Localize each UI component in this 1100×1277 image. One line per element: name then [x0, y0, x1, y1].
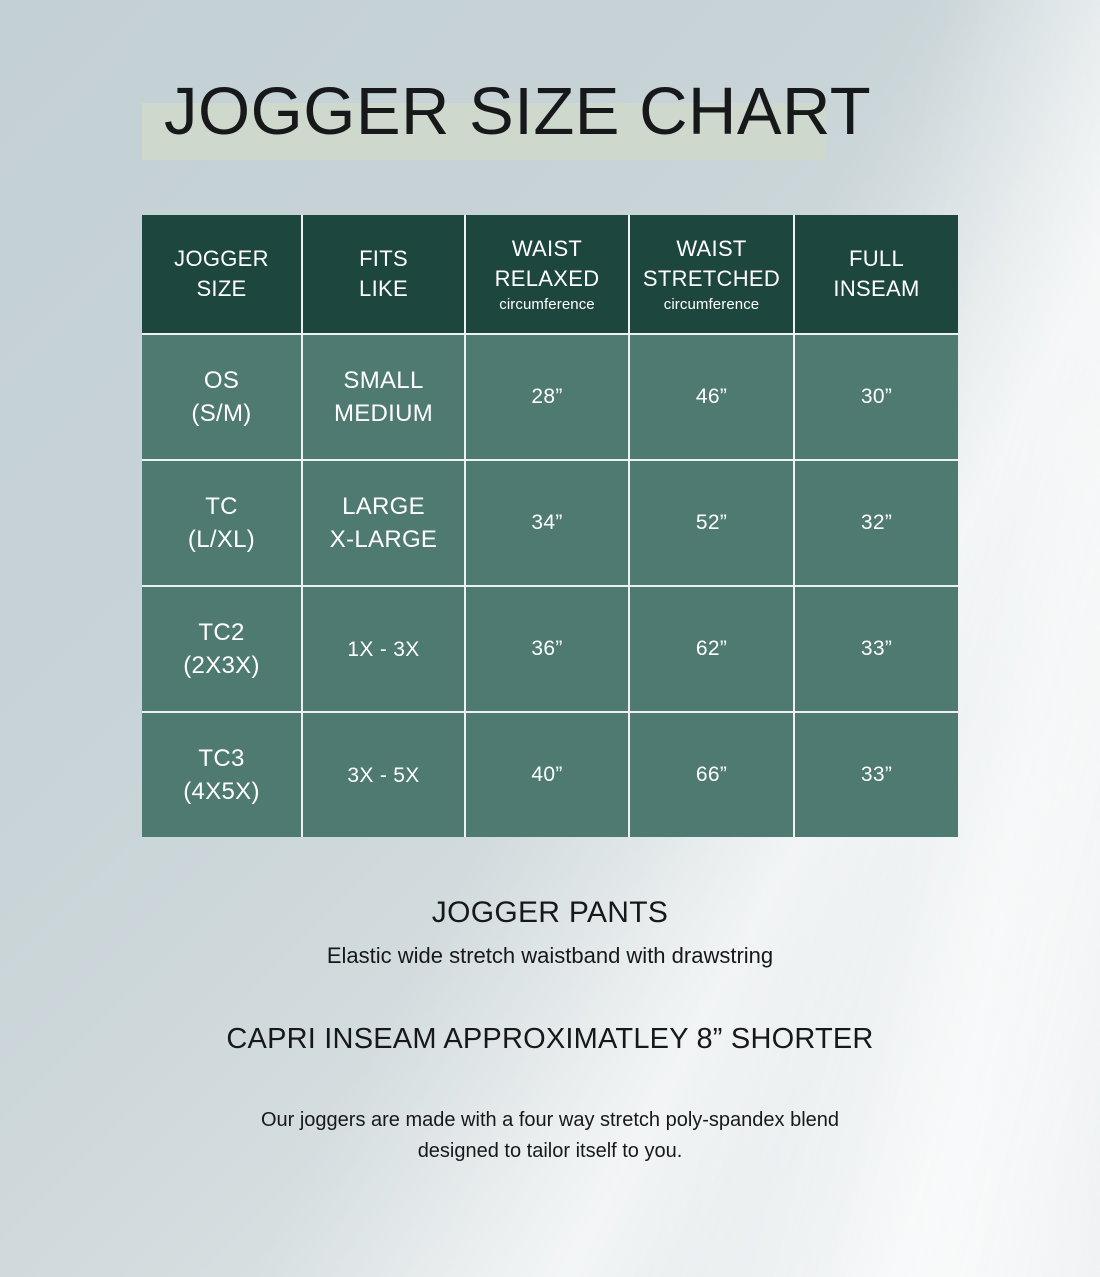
size-code: TC3 — [198, 745, 245, 772]
cell-full-inseam: 32” — [795, 461, 958, 587]
table-body: OS (S/M) SMALL MEDIUM 28” 46” 30” TC (L/… — [142, 335, 958, 837]
cell-waist-relaxed: 28” — [466, 335, 630, 461]
cell-jogger-size: TC2 (2X3X) — [142, 587, 303, 713]
table-header-row: JOGGER SIZE FITS LIKE WAIST RELAXED circ… — [142, 215, 958, 335]
fits-line1: LARGE — [342, 493, 425, 520]
column-header-line1: WAIST — [676, 235, 747, 261]
table-row: TC2 (2X3X) 1X - 3X 36” 62” 33” — [142, 587, 958, 713]
size-range: (2X3X) — [183, 652, 260, 679]
cell-waist-relaxed: 40” — [466, 713, 630, 837]
column-header-waist-stretched: WAIST STRETCHED circumference — [630, 215, 795, 335]
fabric-description-line2: designed to tailor itself to you. — [417, 1140, 683, 1162]
column-header-line2: INSEAM — [833, 276, 920, 301]
cell-jogger-size: TC (L/XL) — [142, 461, 303, 587]
column-header-line2: SIZE — [196, 276, 247, 301]
cell-waist-relaxed: 36” — [466, 587, 630, 713]
cell-full-inseam: 33” — [795, 713, 958, 837]
cell-waist-stretched: 62” — [630, 587, 795, 713]
page-title: JOGGER SIZE CHART — [164, 74, 872, 149]
size-range: (L/XL) — [187, 526, 256, 553]
cell-waist-relaxed: 34” — [466, 461, 630, 587]
size-code: TC — [205, 493, 238, 520]
jogger-size-table: JOGGER SIZE FITS LIKE WAIST RELAXED circ… — [142, 215, 958, 837]
column-header-subtitle: circumference — [663, 295, 760, 313]
cell-fits-like: SMALL MEDIUM — [303, 335, 466, 461]
size-code: TC2 — [198, 619, 245, 646]
column-header-line1: WAIST — [511, 235, 583, 261]
column-header-line1: FITS — [359, 246, 408, 271]
cell-fits-like: 3X - 5X — [303, 713, 466, 837]
cell-waist-stretched: 52” — [630, 461, 795, 587]
fabric-description-line1: Our joggers are made with a four way str… — [260, 1109, 840, 1131]
fits-line2: X-LARGE — [329, 526, 438, 553]
column-header-line2: LIKE — [359, 276, 408, 301]
table-header: JOGGER SIZE FITS LIKE WAIST RELAXED circ… — [142, 215, 958, 335]
column-header-full-inseam: FULL INSEAM — [795, 215, 958, 335]
column-header-jogger-size: JOGGER SIZE — [142, 215, 303, 335]
size-range: (4X5X) — [183, 778, 260, 805]
table-row: TC3 (4X5X) 3X - 5X 40” 66” 33” — [142, 713, 958, 837]
column-header-subtitle: circumference — [499, 295, 595, 313]
cell-jogger-size: TC3 (4X5X) — [142, 713, 303, 837]
cell-fits-like: 1X - 3X — [303, 587, 466, 713]
table-row: TC (L/XL) LARGE X-LARGE 34” 52” 32” — [142, 461, 958, 587]
column-header-line1: JOGGER — [174, 246, 269, 271]
capri-inseam-note: CAPRI INSEAM APPROXIMATLEY 8” SHORTER — [226, 1023, 874, 1055]
fits-line1: SMALL — [343, 367, 424, 394]
footer-notes: JOGGER PANTS Elastic wide stretch waistb… — [0, 893, 1100, 1167]
column-header-fits-like: FITS LIKE — [303, 215, 466, 335]
fits-line2: MEDIUM — [333, 400, 434, 427]
cell-fits-like: LARGE X-LARGE — [303, 461, 466, 587]
footer-heading: JOGGER PANTS — [431, 896, 669, 929]
footer-subheading: Elastic wide stretch waistband with draw… — [326, 943, 774, 968]
table-row: OS (S/M) SMALL MEDIUM 28” 46” 30” — [142, 335, 958, 461]
cell-full-inseam: 30” — [795, 335, 958, 461]
column-header-line1: FULL — [849, 246, 904, 271]
column-header-line2: STRETCHED — [642, 265, 781, 291]
page-title-block: JOGGER SIZE CHART — [142, 62, 958, 162]
cell-full-inseam: 33” — [795, 587, 958, 713]
size-range: (S/M) — [191, 400, 252, 427]
column-header-waist-relaxed: WAIST RELAXED circumference — [466, 215, 630, 335]
cell-waist-stretched: 46” — [630, 335, 795, 461]
size-code: OS — [203, 367, 240, 394]
cell-jogger-size: OS (S/M) — [142, 335, 303, 461]
fabric-description: Our joggers are made with a four way str… — [0, 1105, 1100, 1167]
column-header-line2: RELAXED — [494, 265, 600, 291]
cell-waist-stretched: 66” — [630, 713, 795, 837]
